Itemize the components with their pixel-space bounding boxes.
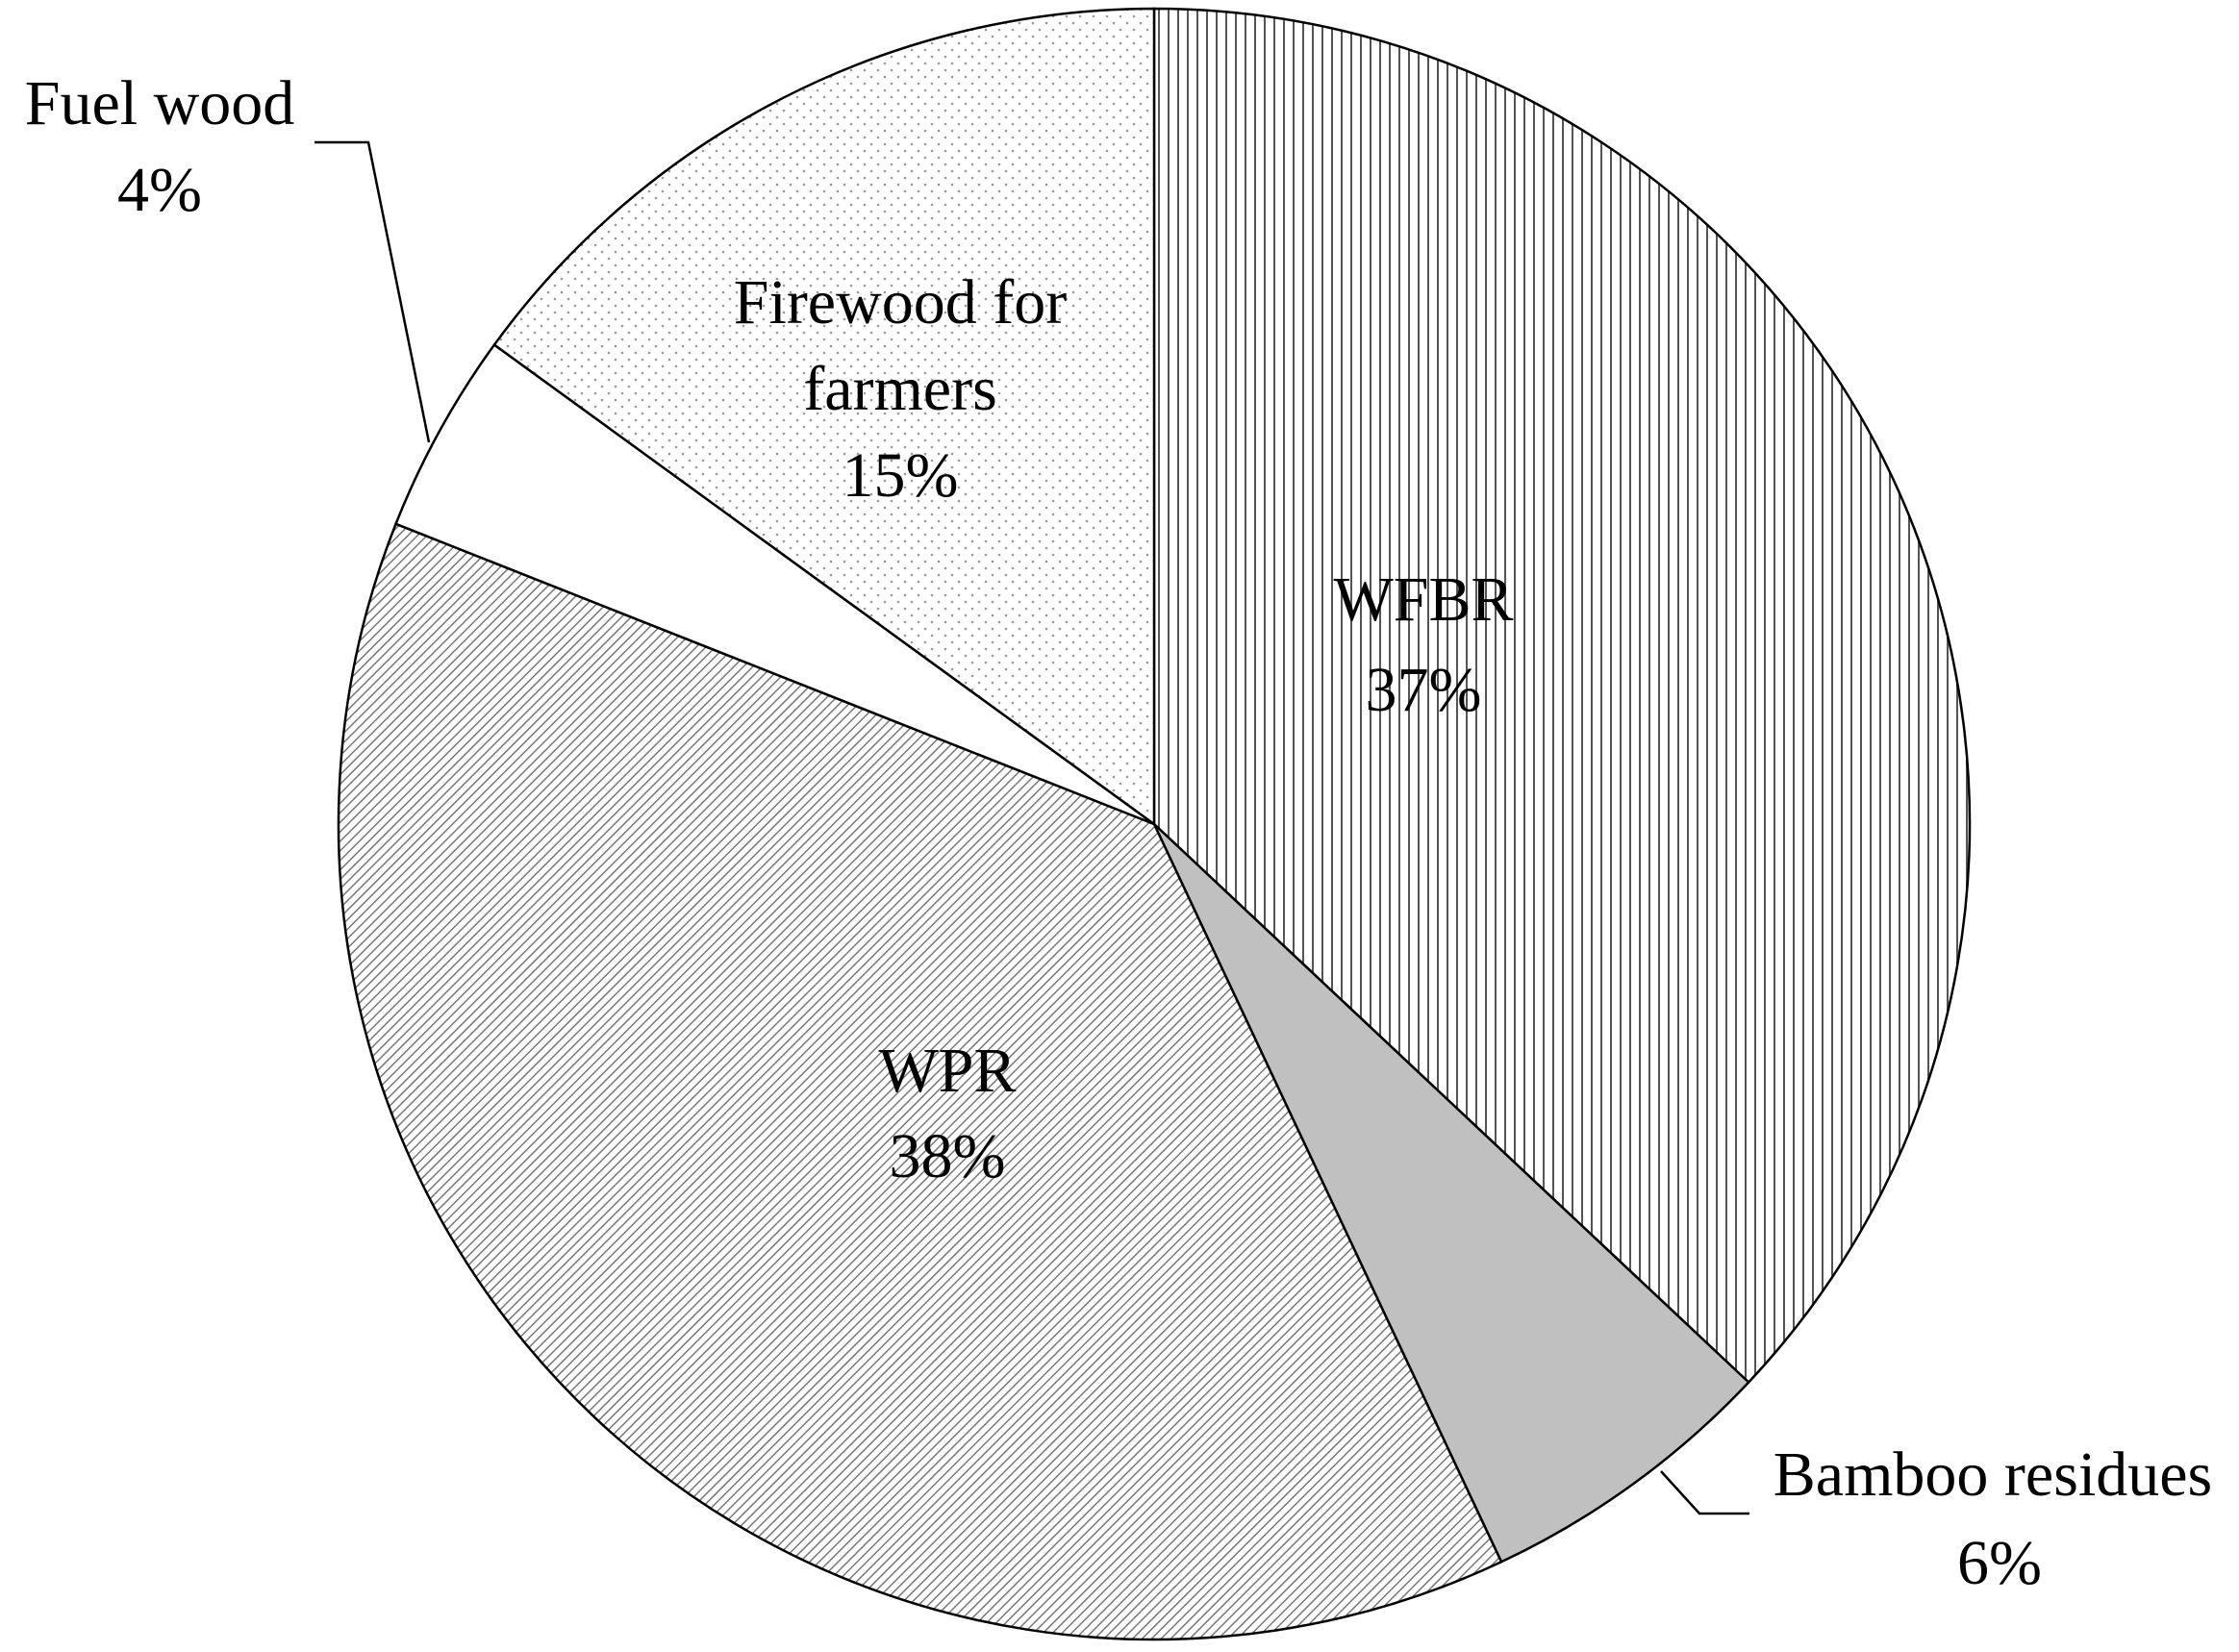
slices [337,7,1972,1641]
slice-value-label: 38% [889,1121,1006,1191]
slice-label: Fuel wood [24,68,295,138]
slice-value-label: 6% [1957,1528,2042,1598]
slice-value-label: 15% [842,440,959,511]
slice-label: Firewood for farmers [733,267,1068,424]
slice-label: WFBR [1333,564,1514,635]
leader-line [314,140,431,443]
pie-slice [1152,823,1750,1564]
slice-value-label: 4% [117,155,202,225]
slice-value-label: 37% [1365,655,1482,725]
pie-slice [337,522,1503,1641]
slice-label: WPR [878,1036,1017,1106]
slice-label: Bamboo residues [1773,1439,2213,1510]
pie-slice [492,7,1156,827]
leader-line [1660,1470,1749,1515]
pie-slice [1152,7,1972,1385]
pie-slice [393,342,1155,826]
